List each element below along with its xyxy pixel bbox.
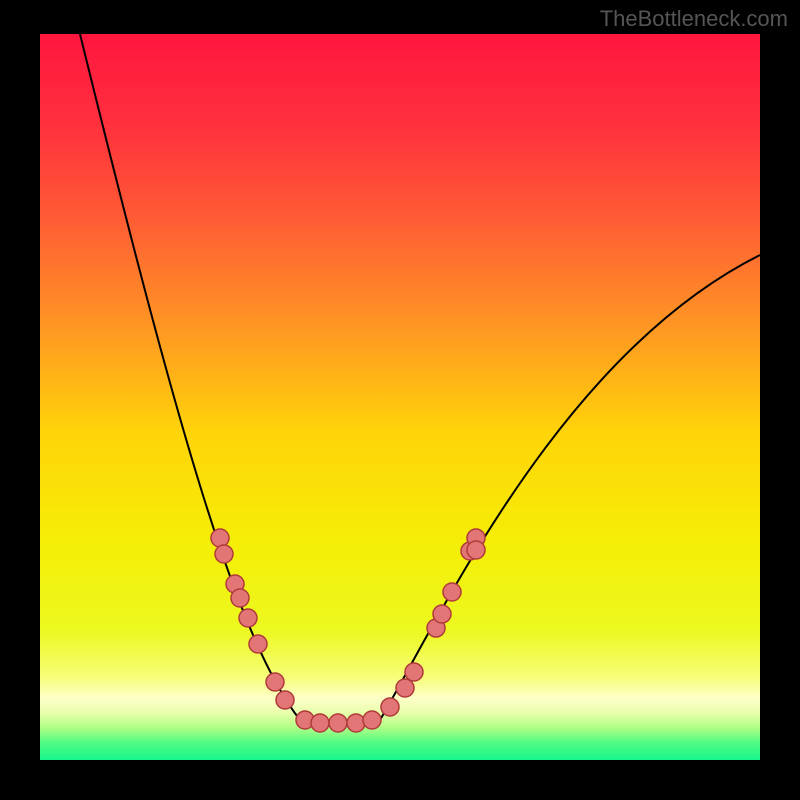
data-marker — [347, 714, 365, 732]
data-marker — [211, 529, 229, 547]
data-marker — [311, 714, 329, 732]
gradient-background — [40, 34, 760, 760]
data-marker — [381, 698, 399, 716]
data-marker — [443, 583, 461, 601]
chart-svg — [0, 0, 800, 800]
data-marker — [433, 605, 451, 623]
data-marker — [276, 691, 294, 709]
data-marker — [405, 663, 423, 681]
data-marker — [239, 609, 257, 627]
data-marker — [363, 711, 381, 729]
data-marker — [329, 714, 347, 732]
watermark-text: TheBottleneck.com — [600, 6, 788, 32]
data-marker — [396, 679, 414, 697]
chart-container: TheBottleneck.com — [0, 0, 800, 800]
data-marker — [266, 673, 284, 691]
data-marker — [231, 589, 249, 607]
data-marker — [467, 541, 485, 559]
data-marker — [215, 545, 233, 563]
data-marker — [249, 635, 267, 653]
